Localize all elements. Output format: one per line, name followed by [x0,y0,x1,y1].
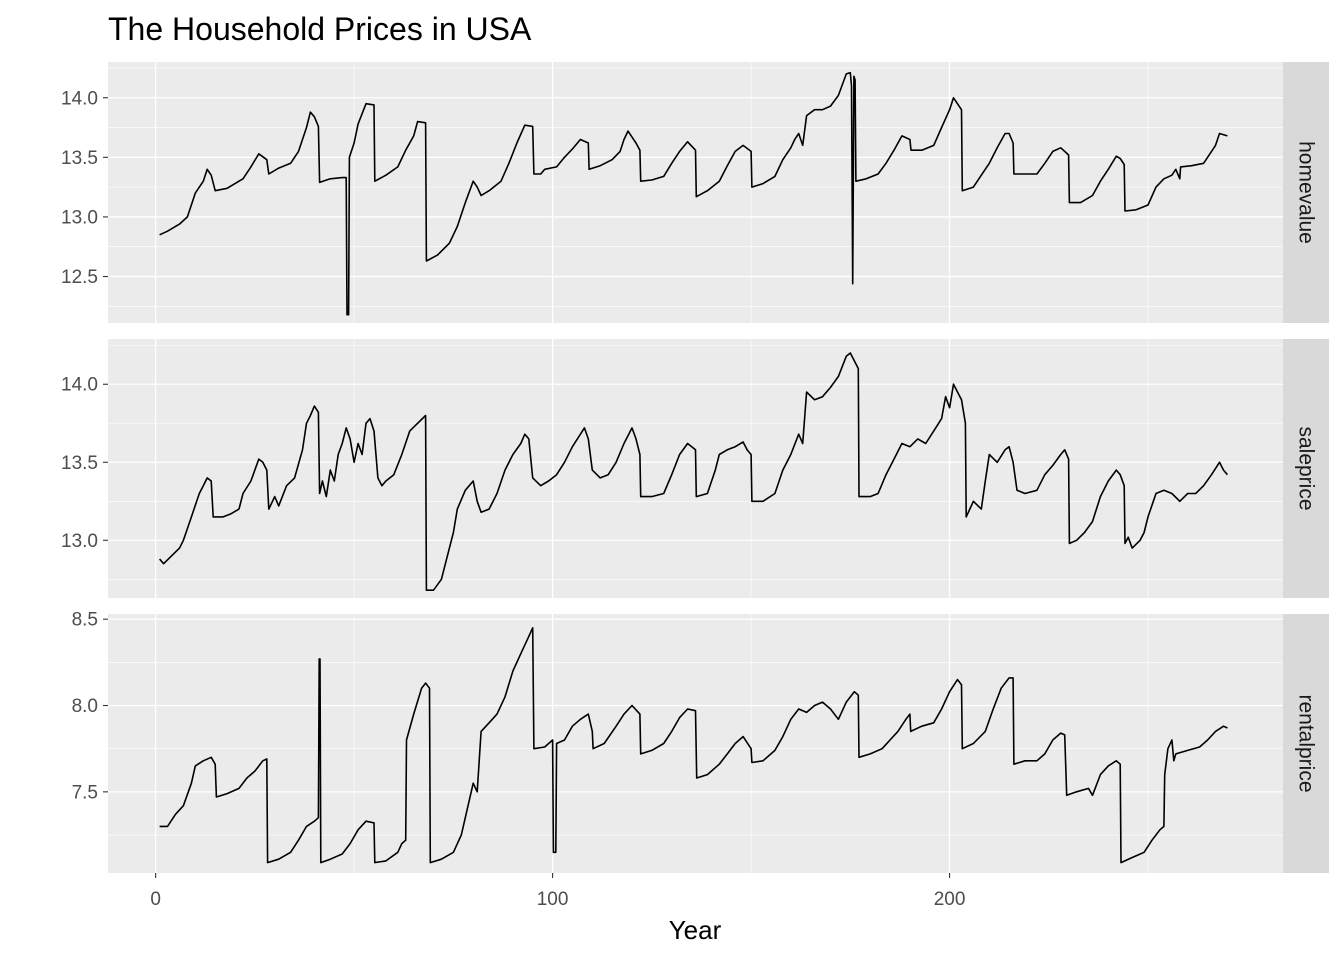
y-tick-label: 13.0 [61,207,98,228]
facet-panels: 12.5 13.0 13.5 14.0 homevalue 13.0 13.5 14.0 sal… [61,62,1329,873]
x-tick-label: 200 [934,889,966,910]
facet-strip [1283,62,1329,323]
x-axis-title: Year [669,915,722,945]
facet-strip-label: homevalue [1295,141,1318,244]
x-tick-label: 100 [537,889,569,910]
facet-strip [1283,614,1329,873]
chart-title: The Household Prices in USA [108,11,532,47]
y-tick-label: 13.5 [61,148,98,169]
panel-rentalprice: 7.5 8.0 8.5 rentalprice [72,610,1329,873]
y-tick-label: 14.0 [61,375,98,396]
y-tick-label: 13.0 [61,531,98,552]
y-tick-label: 13.5 [61,453,98,474]
panel-saleprice: 13.0 13.5 14.0 saleprice [61,339,1329,598]
facet-strip [1283,339,1329,598]
series-line-saleprice [158,352,1229,591]
y-tick-label: 8.0 [72,696,98,717]
facet-strip-label: saleprice [1295,426,1318,510]
y-tick-label: 14.0 [61,88,98,109]
y-tick-label: 8.5 [72,610,98,631]
panel-homevalue: 12.5 13.0 13.5 14.0 homevalue [61,62,1329,323]
y-tick-label: 12.5 [61,267,98,288]
y-tick-label: 7.5 [72,782,98,803]
series-line-rentalprice [159,627,1228,864]
x-tick-label: 0 [150,889,161,910]
series-line-homevalue [159,71,1228,316]
facet-strip-label: rentalprice [1295,694,1318,792]
x-axis: 0 100 200 [150,873,965,910]
